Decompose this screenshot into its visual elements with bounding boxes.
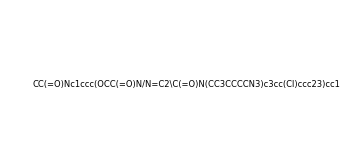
Text: CC(=O)Nc1ccc(OCC(=O)N/N=C2\C(=O)N(CC3CCCCN3)c3cc(Cl)ccc23)cc1: CC(=O)Nc1ccc(OCC(=O)N/N=C2\C(=O)N(CC3CCC…: [32, 80, 340, 89]
